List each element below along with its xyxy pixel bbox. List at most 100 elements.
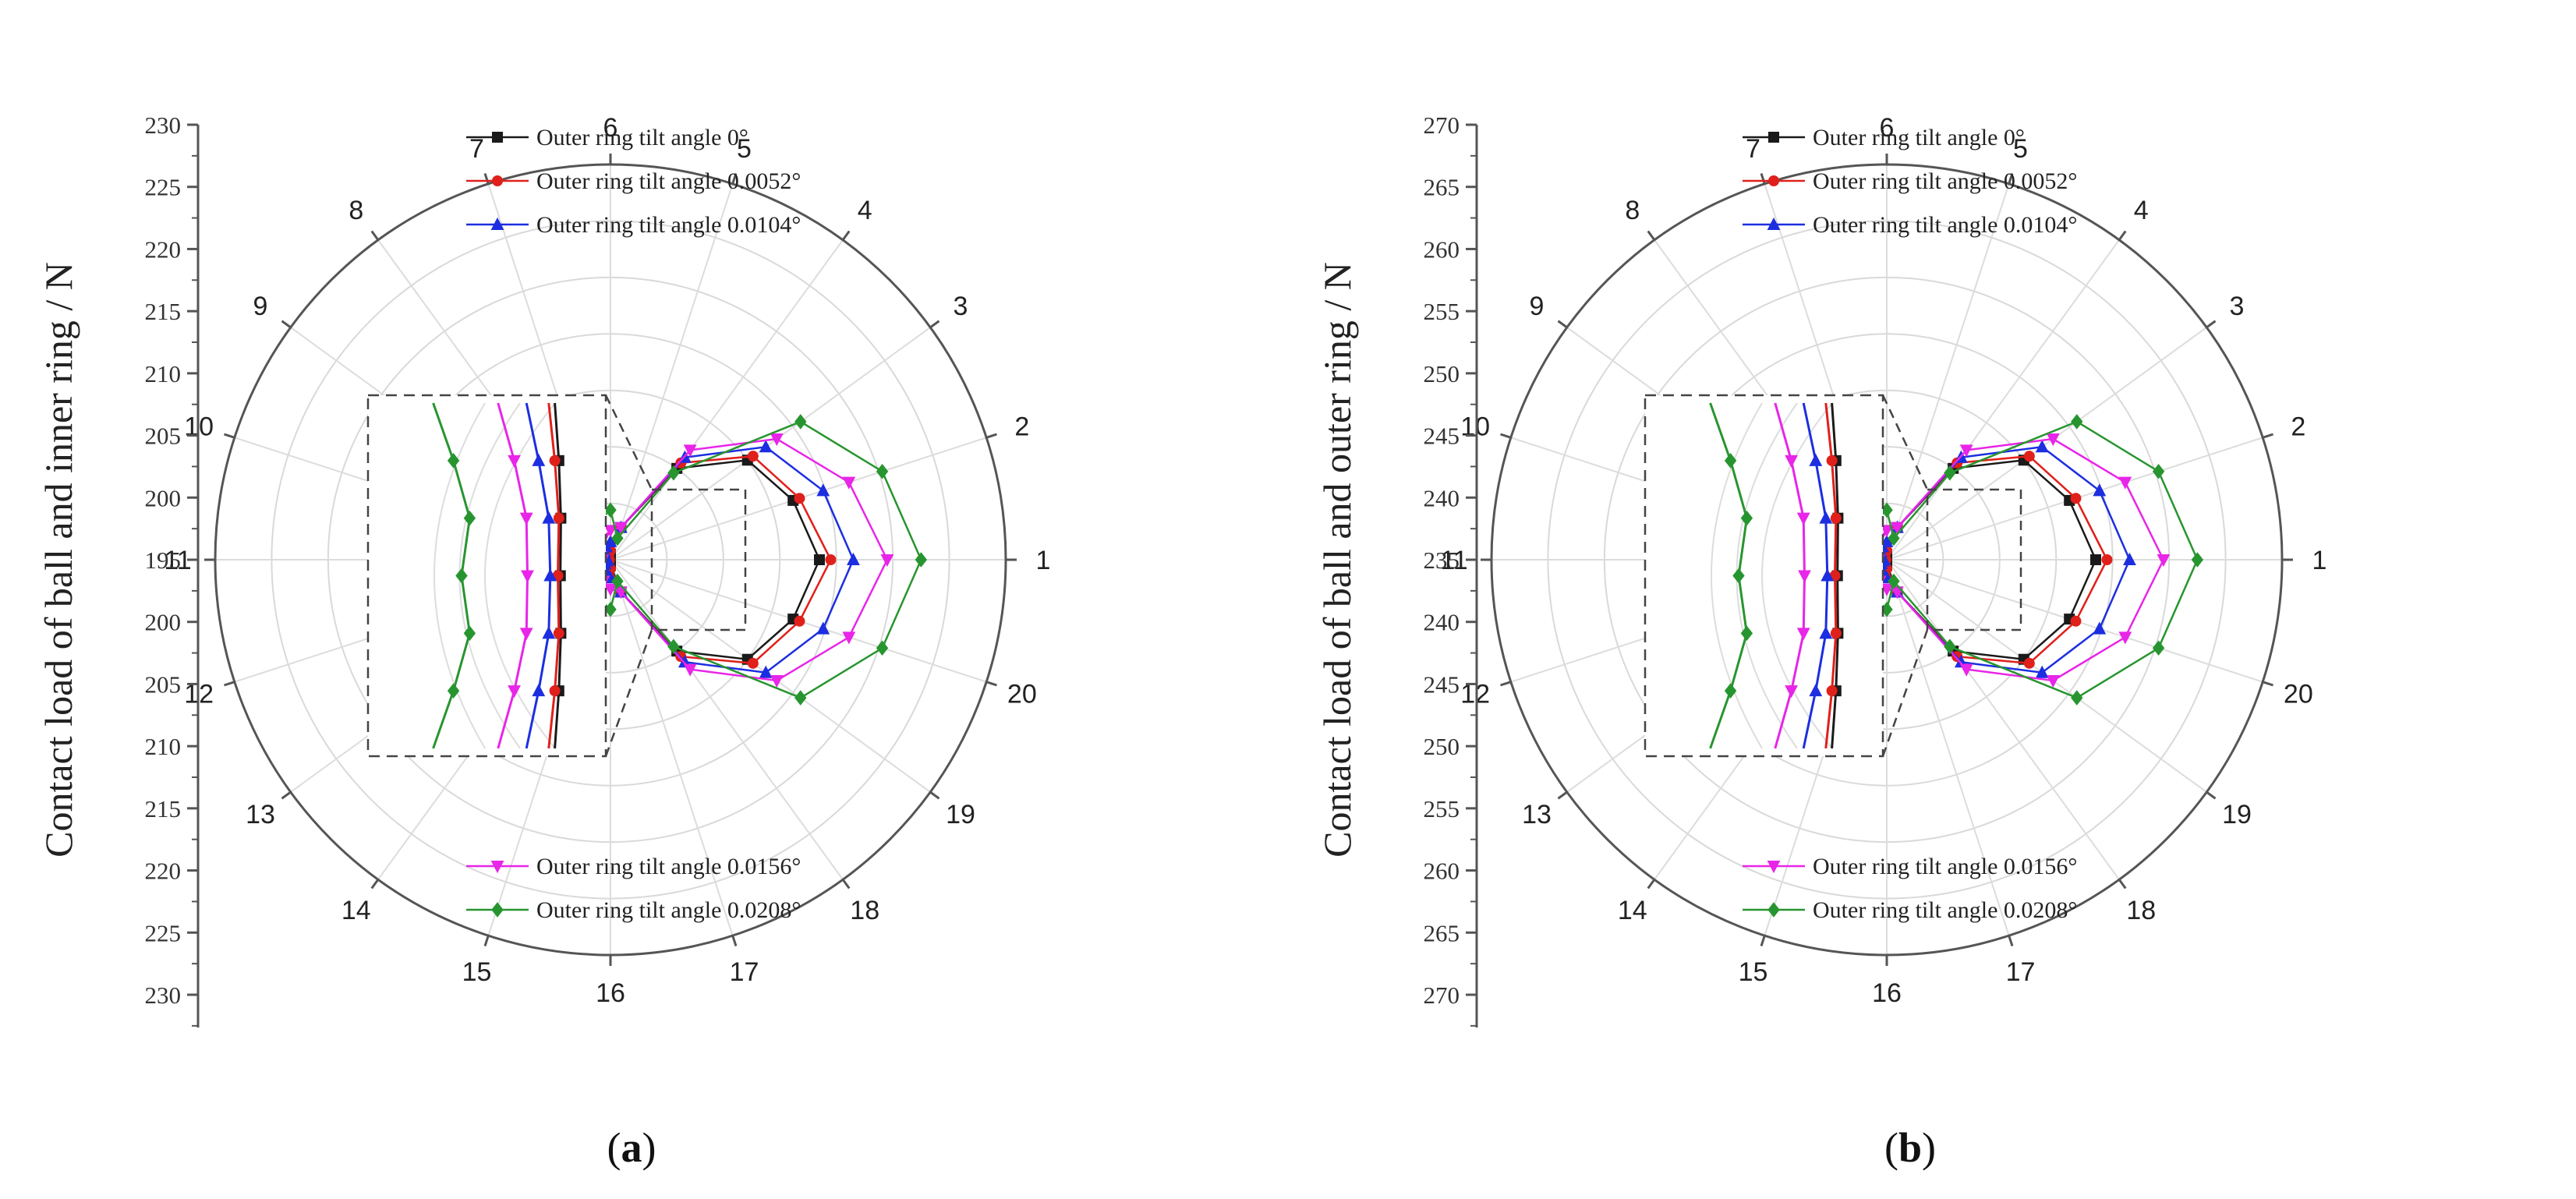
data-point <box>1880 525 1894 538</box>
angle-tick <box>929 320 940 329</box>
radial-tick-label: 205 <box>145 670 182 698</box>
angle-tick <box>2262 681 2273 687</box>
y-axis-label: Contact load of ball and outer ring / N <box>1315 262 1359 858</box>
legend-item: Outer ring tilt angle 0.0208° <box>1743 897 2077 923</box>
radial-tick-label: 225 <box>145 919 182 946</box>
angle-tick <box>929 790 940 800</box>
data-point <box>2071 690 2083 706</box>
data-point <box>2023 657 2035 669</box>
data-point <box>825 554 837 565</box>
data-point <box>611 530 624 546</box>
radial-tick-label: 235 <box>1424 546 1460 574</box>
inset-data-point <box>1724 683 1737 699</box>
data-point <box>759 440 773 453</box>
inset-data-point <box>1785 454 1798 468</box>
grid-spoke <box>1886 559 2120 880</box>
angle-tick <box>2008 935 2014 946</box>
data-point <box>2093 621 2107 635</box>
angle-tick <box>1647 879 1656 890</box>
data-point <box>880 554 894 568</box>
angle-label: 20 <box>2284 680 2313 709</box>
angle-label: 16 <box>1872 978 1902 1008</box>
legend-label: Outer ring tilt angle 0.0052° <box>1813 168 2077 194</box>
legend-item: Outer ring tilt angle 0.0208° <box>466 897 801 923</box>
inset-data-point <box>463 625 476 642</box>
inset-data-point <box>542 626 556 639</box>
inset-data-point <box>1809 684 1823 697</box>
data-point <box>747 451 759 462</box>
radial-tick-label: 250 <box>1424 360 1460 387</box>
legend-item: Outer ring tilt angle 0° <box>1743 125 2025 150</box>
angle-label: 5 <box>737 134 752 164</box>
legend-label: Outer ring tilt angle 0.0156° <box>536 854 801 879</box>
zoom-box <box>1926 488 2022 631</box>
inset-grid-arc <box>1711 402 1763 749</box>
radial-tick-label: 250 <box>1424 733 1460 760</box>
legend-marker <box>492 132 503 143</box>
radial-tick-label: 260 <box>1424 858 1460 885</box>
zoom-inset <box>366 394 747 758</box>
data-point <box>2089 554 2101 565</box>
radial-tick-label: 215 <box>145 795 182 822</box>
inset-data-point <box>508 454 521 468</box>
radial-tick-label: 240 <box>1424 484 1460 511</box>
inset-grid-arc <box>484 402 556 749</box>
inset-data-point <box>1732 568 1745 584</box>
angle-label: 2 <box>2291 412 2305 441</box>
data-point <box>794 493 805 504</box>
data-point <box>2046 433 2060 447</box>
angle-tick <box>1557 320 1568 329</box>
angle-label: 13 <box>1522 800 1552 829</box>
data-point <box>2023 451 2035 462</box>
angle-label: 14 <box>1618 896 1647 925</box>
legend-item: Outer ring tilt angle 0° <box>466 125 748 150</box>
angle-tick <box>2262 433 2273 439</box>
angle-tick <box>2118 230 2127 241</box>
angle-label: 7 <box>469 134 484 164</box>
data-point <box>667 465 680 481</box>
data-point <box>1959 663 1973 677</box>
legend: Outer ring tilt angle 0° Outer ring tilt … <box>466 125 801 923</box>
angle-tick <box>985 433 997 439</box>
angle-label: 3 <box>954 292 968 321</box>
legend-item: Outer ring tilt angle 0.0104° <box>466 212 801 238</box>
legend-marker <box>490 217 504 230</box>
radial-tick-label: 230 <box>145 981 182 1009</box>
data-point <box>2070 615 2082 627</box>
data-point <box>2123 552 2136 565</box>
data-point <box>2101 554 2113 565</box>
inset-data-point <box>447 683 460 699</box>
legend-label: Outer ring tilt angle 0° <box>1813 125 2025 150</box>
grid-spoke <box>1886 239 2120 561</box>
angle-tick <box>224 433 235 439</box>
inset-data-point <box>542 511 556 524</box>
data-point <box>2046 674 2060 688</box>
angle-tick <box>841 230 851 241</box>
data-point <box>794 615 805 627</box>
inset-data-point <box>543 568 557 582</box>
inset-data-point <box>1830 512 1842 524</box>
data-point <box>813 554 825 565</box>
angle-tick <box>1760 173 1766 185</box>
grid-spoke <box>610 239 844 561</box>
angle-label: 18 <box>2126 896 2156 925</box>
data-point <box>2093 483 2107 497</box>
angle-tick <box>370 230 380 241</box>
inset-data-point <box>532 453 546 466</box>
data-point <box>2118 476 2132 490</box>
legend-marker <box>491 902 504 918</box>
grid-spoke <box>610 183 734 561</box>
inset-data-point <box>532 684 546 697</box>
zoom-connector <box>1881 394 1929 490</box>
data-point <box>1881 601 1893 617</box>
legend-label: Outer ring tilt angle 0° <box>536 125 748 150</box>
inset-data-point <box>1796 628 1810 641</box>
zoom-box <box>650 488 747 631</box>
zoom-connector <box>1881 629 1929 757</box>
data-point <box>794 690 807 706</box>
data-point <box>667 638 680 655</box>
radial-tick-label: 265 <box>1424 919 1460 946</box>
radial-tick-label: 220 <box>145 858 182 885</box>
radial-tick-label: 200 <box>145 609 182 636</box>
